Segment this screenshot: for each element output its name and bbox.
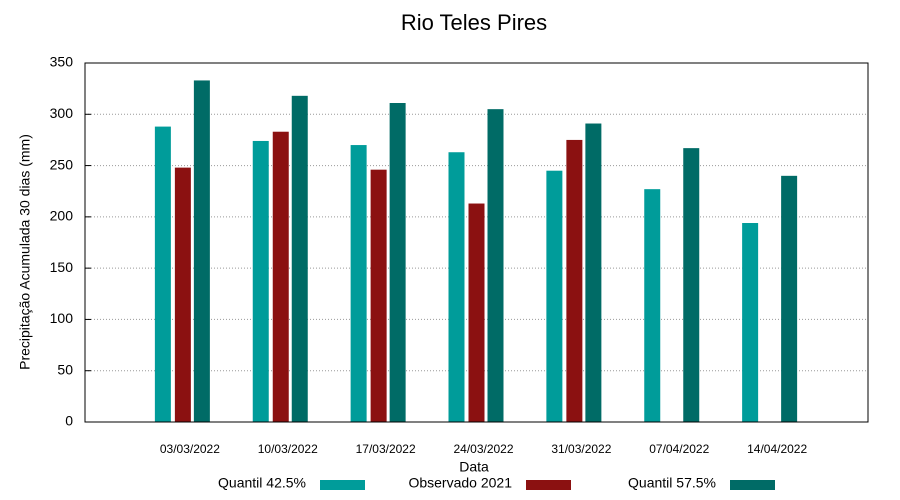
y-tick-label: 200 (50, 208, 74, 224)
bar (154, 126, 171, 422)
bar (370, 169, 387, 422)
y-tick-label: 150 (50, 259, 74, 275)
bar (546, 170, 563, 422)
bar (350, 145, 367, 423)
x-axis-label: Data (459, 459, 489, 475)
bar (683, 148, 700, 423)
legend-label: Quantil 42.5% (218, 475, 306, 491)
x-tick-label: 24/03/2022 (453, 442, 513, 456)
bar (644, 189, 661, 422)
bar (781, 175, 798, 422)
bar (252, 140, 269, 422)
bar (291, 95, 308, 422)
chart-title: Rio Teles Pires (401, 10, 547, 35)
bar (174, 167, 191, 422)
plot-frame (84, 62, 869, 423)
bar (272, 131, 289, 423)
bar (487, 109, 504, 423)
y-axis-label: Precipitação Acumulada 30 dias (mm) (17, 134, 33, 370)
y-tick-label: 300 (50, 105, 74, 121)
legend-label: Quantil 57.5% (628, 475, 716, 491)
x-tick-label: 07/04/2022 (649, 442, 709, 456)
x-tick-label: 10/03/2022 (258, 442, 318, 456)
legend-swatch (320, 480, 365, 490)
y-tick-label: 350 (50, 54, 74, 70)
bar (448, 152, 465, 423)
x-tick-label: 14/04/2022 (747, 442, 807, 456)
x-tick-label: 17/03/2022 (356, 442, 416, 456)
bar (389, 103, 406, 422)
bar (585, 123, 602, 422)
y-tick-label: 50 (57, 361, 73, 377)
y-tick-label: 100 (50, 310, 74, 326)
bar (566, 139, 583, 422)
x-tick-label: 03/03/2022 (160, 442, 220, 456)
bar (193, 80, 210, 423)
y-tick-label: 0 (65, 413, 73, 429)
legend-swatch (526, 480, 571, 490)
y-tick-label: 250 (50, 156, 74, 172)
bar (742, 223, 759, 422)
x-tick-label: 31/03/2022 (551, 442, 611, 456)
legend-label: Observado 2021 (408, 475, 512, 491)
legend-swatch (730, 480, 775, 490)
bar (468, 203, 485, 422)
